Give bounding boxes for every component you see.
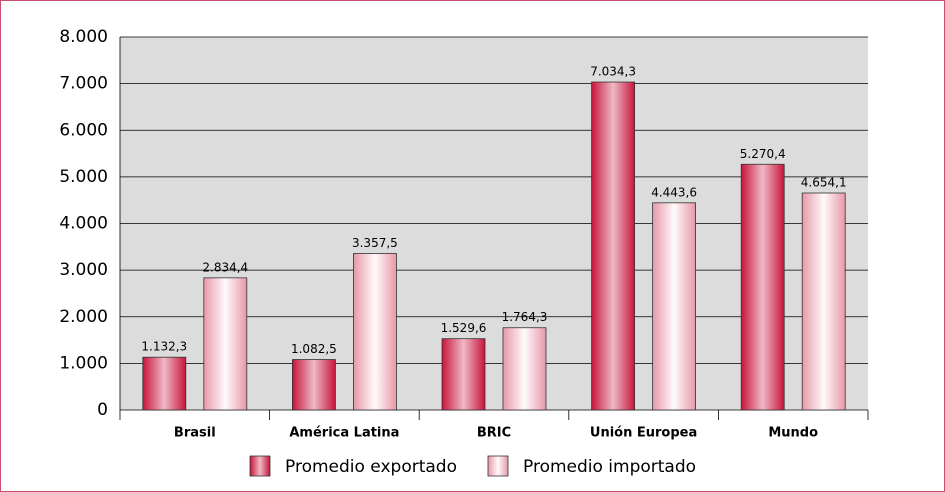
bar (441, 338, 486, 411)
bar (591, 81, 635, 411)
value-label: 7.034,3 (590, 65, 636, 79)
legend-swatch (487, 455, 509, 477)
legend-label: Promedio exportado (285, 457, 457, 477)
bar (142, 356, 187, 411)
value-label: 1.082,5 (291, 342, 337, 356)
bar (652, 202, 696, 411)
value-label: 1.529,6 (441, 321, 487, 335)
bar (291, 359, 336, 411)
bar (740, 163, 785, 411)
value-label: 1.764,3 (502, 310, 548, 324)
y-tick-label: 3.000 (59, 260, 108, 280)
value-label: 2.834,4 (202, 260, 248, 274)
legend-label: Promedio importado (523, 457, 696, 477)
legend-swatch (249, 455, 271, 477)
x-tick-label: América Latina (289, 426, 399, 441)
y-tick-label: 4.000 (59, 214, 108, 234)
bar (801, 192, 846, 411)
y-tick-label: 6.000 (59, 120, 108, 140)
value-label: 5.270,4 (740, 147, 786, 161)
bar (352, 253, 397, 411)
bar (502, 327, 547, 411)
x-tick-label: Mundo (768, 426, 818, 441)
x-tick-label: BRIC (477, 426, 511, 441)
value-label: 4.654,1 (801, 176, 847, 190)
y-tick-label: 0 (97, 400, 108, 420)
value-label: 3.357,5 (352, 236, 398, 250)
bar (203, 277, 248, 411)
y-tick-label: 1.000 (59, 353, 108, 373)
y-tick-label: 2.000 (59, 307, 108, 327)
x-tick-label: Unión Europea (590, 426, 697, 441)
y-tick-label: 8.000 (59, 27, 108, 47)
y-tick-label: 5.000 (59, 167, 108, 187)
x-tick-label: Brasil (174, 426, 216, 441)
y-tick-label: 7.000 (59, 74, 108, 94)
value-label: 4.443,6 (651, 185, 697, 199)
value-label: 1.132,3 (141, 340, 187, 354)
